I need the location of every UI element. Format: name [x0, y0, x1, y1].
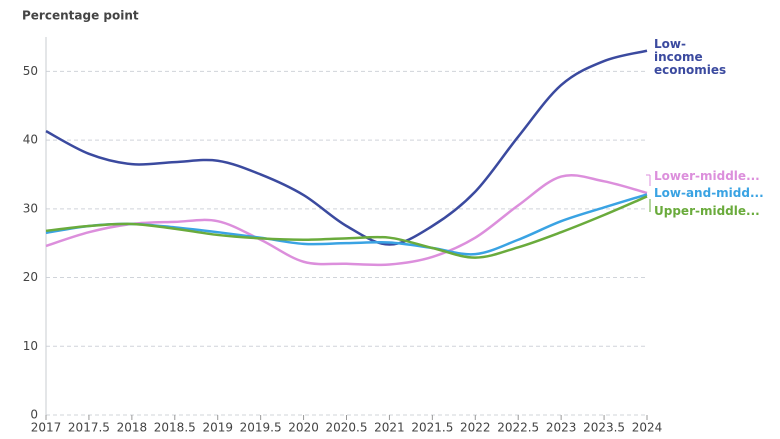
- y-axis-label: Percentage point: [22, 9, 139, 23]
- y-tick-label: 10: [23, 339, 38, 353]
- x-tick-label: 2017.5: [68, 421, 110, 435]
- x-tick-label: 2017: [31, 421, 62, 435]
- x-tick-label: 2023.5: [583, 421, 625, 435]
- y-tick-label: 30: [23, 201, 38, 215]
- y-tick-label: 20: [23, 270, 38, 284]
- x-tick-label: 2021: [374, 421, 405, 435]
- x-tick-label: 2019: [202, 421, 233, 435]
- x-tick-label: 2022.5: [497, 421, 539, 435]
- x-tick-label: 2023: [546, 421, 577, 435]
- legend-label: Low-and-midd...: [654, 186, 764, 200]
- x-tick-label: 2022: [460, 421, 491, 435]
- y-tick-label: 40: [23, 133, 38, 147]
- x-tick-label: 2024: [632, 421, 663, 435]
- legend-label: Lower-middle...: [654, 169, 760, 183]
- x-tick-label: 2020: [288, 421, 319, 435]
- x-tick-label: 2020.5: [326, 421, 368, 435]
- x-tick-label: 2018: [117, 421, 148, 435]
- legend-label: Upper-middle...: [654, 204, 760, 218]
- y-tick-label: 50: [23, 64, 38, 78]
- y-tick-label: 0: [30, 408, 38, 422]
- legend-label: Low-income economies: [654, 37, 727, 77]
- x-tick-label: 2021.5: [411, 421, 453, 435]
- series-line: [45, 195, 648, 259]
- x-tick-label: 2019.5: [240, 421, 282, 435]
- series-line: [45, 49, 648, 246]
- series-line: [45, 173, 648, 267]
- x-tick-label: 2018.5: [154, 421, 196, 435]
